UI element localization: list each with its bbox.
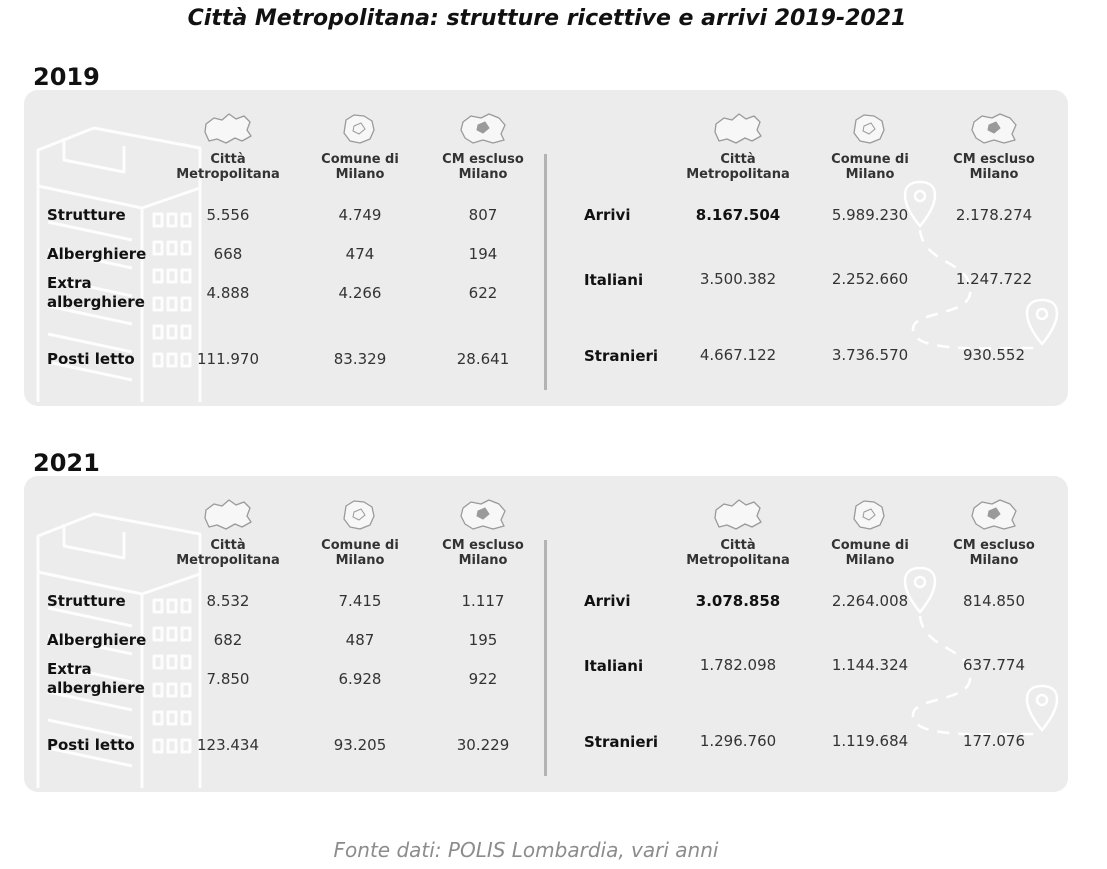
table-cell: 474	[345, 245, 375, 263]
source-note: Fonte dati: POLIS Lombardia, vari anni	[333, 838, 719, 862]
table-cell: 2.264.008	[831, 592, 909, 610]
building-outline-icon	[36, 512, 202, 788]
column-header: Città Metropolitana	[686, 538, 790, 568]
metro-excluding-milan-map-icon	[457, 496, 509, 532]
metro-excluding-milan-map-icon	[968, 496, 1020, 532]
data-panel-2021: Città Metropolitana Comune di Milano CM escl…	[24, 476, 1068, 792]
column-header: Città Metropolitana	[176, 538, 280, 568]
row-label: Posti letto	[47, 350, 135, 368]
table-cell: 4.266	[338, 284, 382, 302]
row-label: Strutture	[47, 592, 126, 610]
table-cell: 93.205	[333, 736, 387, 754]
table-cell: 1.296.760	[699, 732, 777, 750]
table-cell: 177.076	[962, 732, 1026, 750]
metro-excluding-milan-map-icon	[457, 110, 509, 146]
background-illustration	[36, 512, 1059, 788]
row-label: Extra alberghiere	[47, 660, 145, 697]
year-heading: 2019	[33, 63, 100, 91]
row-label: Alberghiere	[47, 631, 147, 649]
building-outline-icon	[36, 126, 202, 402]
background-illustration	[36, 126, 1059, 402]
year-heading: 2021	[33, 449, 100, 477]
milan-municipality-map-icon	[334, 110, 386, 146]
row-label: Extra alberghiere	[47, 274, 145, 311]
milan-municipality-map-icon	[844, 496, 896, 532]
table-cell: 1.782.098	[699, 656, 777, 674]
table-cell: 930.552	[962, 346, 1026, 364]
table-cell: 5.989.230	[831, 206, 909, 224]
milan-municipality-map-icon	[844, 110, 896, 146]
table-cell: 123.434	[196, 736, 260, 754]
table-cell: 637.774	[962, 656, 1026, 674]
metropolitan-area-map-icon	[202, 496, 254, 532]
section-divider	[544, 154, 547, 390]
table-cell: 4.749	[338, 206, 382, 224]
table-cell: 3.500.382	[699, 270, 777, 288]
table-cell: 195	[468, 631, 498, 649]
table-cell: 6.928	[338, 670, 382, 688]
table-cell: 1.144.324	[831, 656, 909, 674]
table-cell: 1.117	[461, 592, 505, 610]
row-label: Alberghiere	[47, 245, 147, 263]
metropolitan-area-map-icon	[712, 496, 764, 532]
table-cell: 807	[468, 206, 498, 224]
section-divider	[544, 540, 547, 776]
column-header: CM escluso Milano	[953, 152, 1035, 182]
table-cell: 682	[213, 631, 243, 649]
column-header: CM escluso Milano	[442, 152, 524, 182]
location-pin-icon	[903, 566, 1059, 736]
row-label: Arrivi	[584, 592, 631, 610]
metropolitan-area-map-icon	[202, 110, 254, 146]
table-cell: 3.736.570	[831, 346, 909, 364]
row-label: Arrivi	[584, 206, 631, 224]
column-header: CM escluso Milano	[953, 538, 1035, 568]
location-pin-icon	[903, 180, 1059, 350]
table-cell: 2.178.274	[955, 206, 1033, 224]
table-cell: 28.641	[456, 350, 510, 368]
table-cell: 83.329	[333, 350, 387, 368]
metro-excluding-milan-map-icon	[968, 110, 1020, 146]
table-cell: 2.252.660	[831, 270, 909, 288]
column-header: Comune di Milano	[831, 152, 909, 182]
table-cell: 1.119.684	[831, 732, 909, 750]
column-header: Comune di Milano	[831, 538, 909, 568]
table-cell: 30.229	[456, 736, 510, 754]
milan-municipality-map-icon	[334, 496, 386, 532]
column-header: Comune di Milano	[321, 538, 399, 568]
table-cell: 668	[213, 245, 243, 263]
row-label: Stranieri	[584, 733, 659, 751]
table-cell: 3.078.858	[695, 592, 781, 610]
column-header: CM escluso Milano	[442, 538, 524, 568]
table-cell: 922	[468, 670, 498, 688]
table-cell: 622	[468, 284, 498, 302]
table-cell: 814.850	[962, 592, 1026, 610]
table-cell: 5.556	[206, 206, 250, 224]
table-cell: 8.167.504	[695, 206, 781, 224]
data-panel-2019: Città Metropolitana Comune di Milano CM escl…	[24, 90, 1068, 406]
table-cell: 487	[345, 631, 375, 649]
row-label: Italiani	[584, 657, 644, 675]
column-header: Città Metropolitana	[176, 152, 280, 182]
table-cell: 7.850	[206, 670, 250, 688]
table-cell: 8.532	[206, 592, 250, 610]
column-header: Città Metropolitana	[686, 152, 790, 182]
table-cell: 7.415	[338, 592, 382, 610]
page-title: Città Metropolitana: strutture ricettive…	[187, 6, 907, 31]
table-cell: 4.667.122	[699, 346, 777, 364]
row-label: Strutture	[47, 206, 126, 224]
table-cell: 111.970	[196, 350, 260, 368]
metropolitan-area-map-icon	[712, 110, 764, 146]
table-cell: 4.888	[206, 284, 250, 302]
table-cell: 194	[468, 245, 498, 263]
row-label: Italiani	[584, 271, 644, 289]
row-label: Stranieri	[584, 347, 659, 365]
column-header: Comune di Milano	[321, 152, 399, 182]
row-label: Posti letto	[47, 736, 135, 754]
table-cell: 1.247.722	[955, 270, 1033, 288]
